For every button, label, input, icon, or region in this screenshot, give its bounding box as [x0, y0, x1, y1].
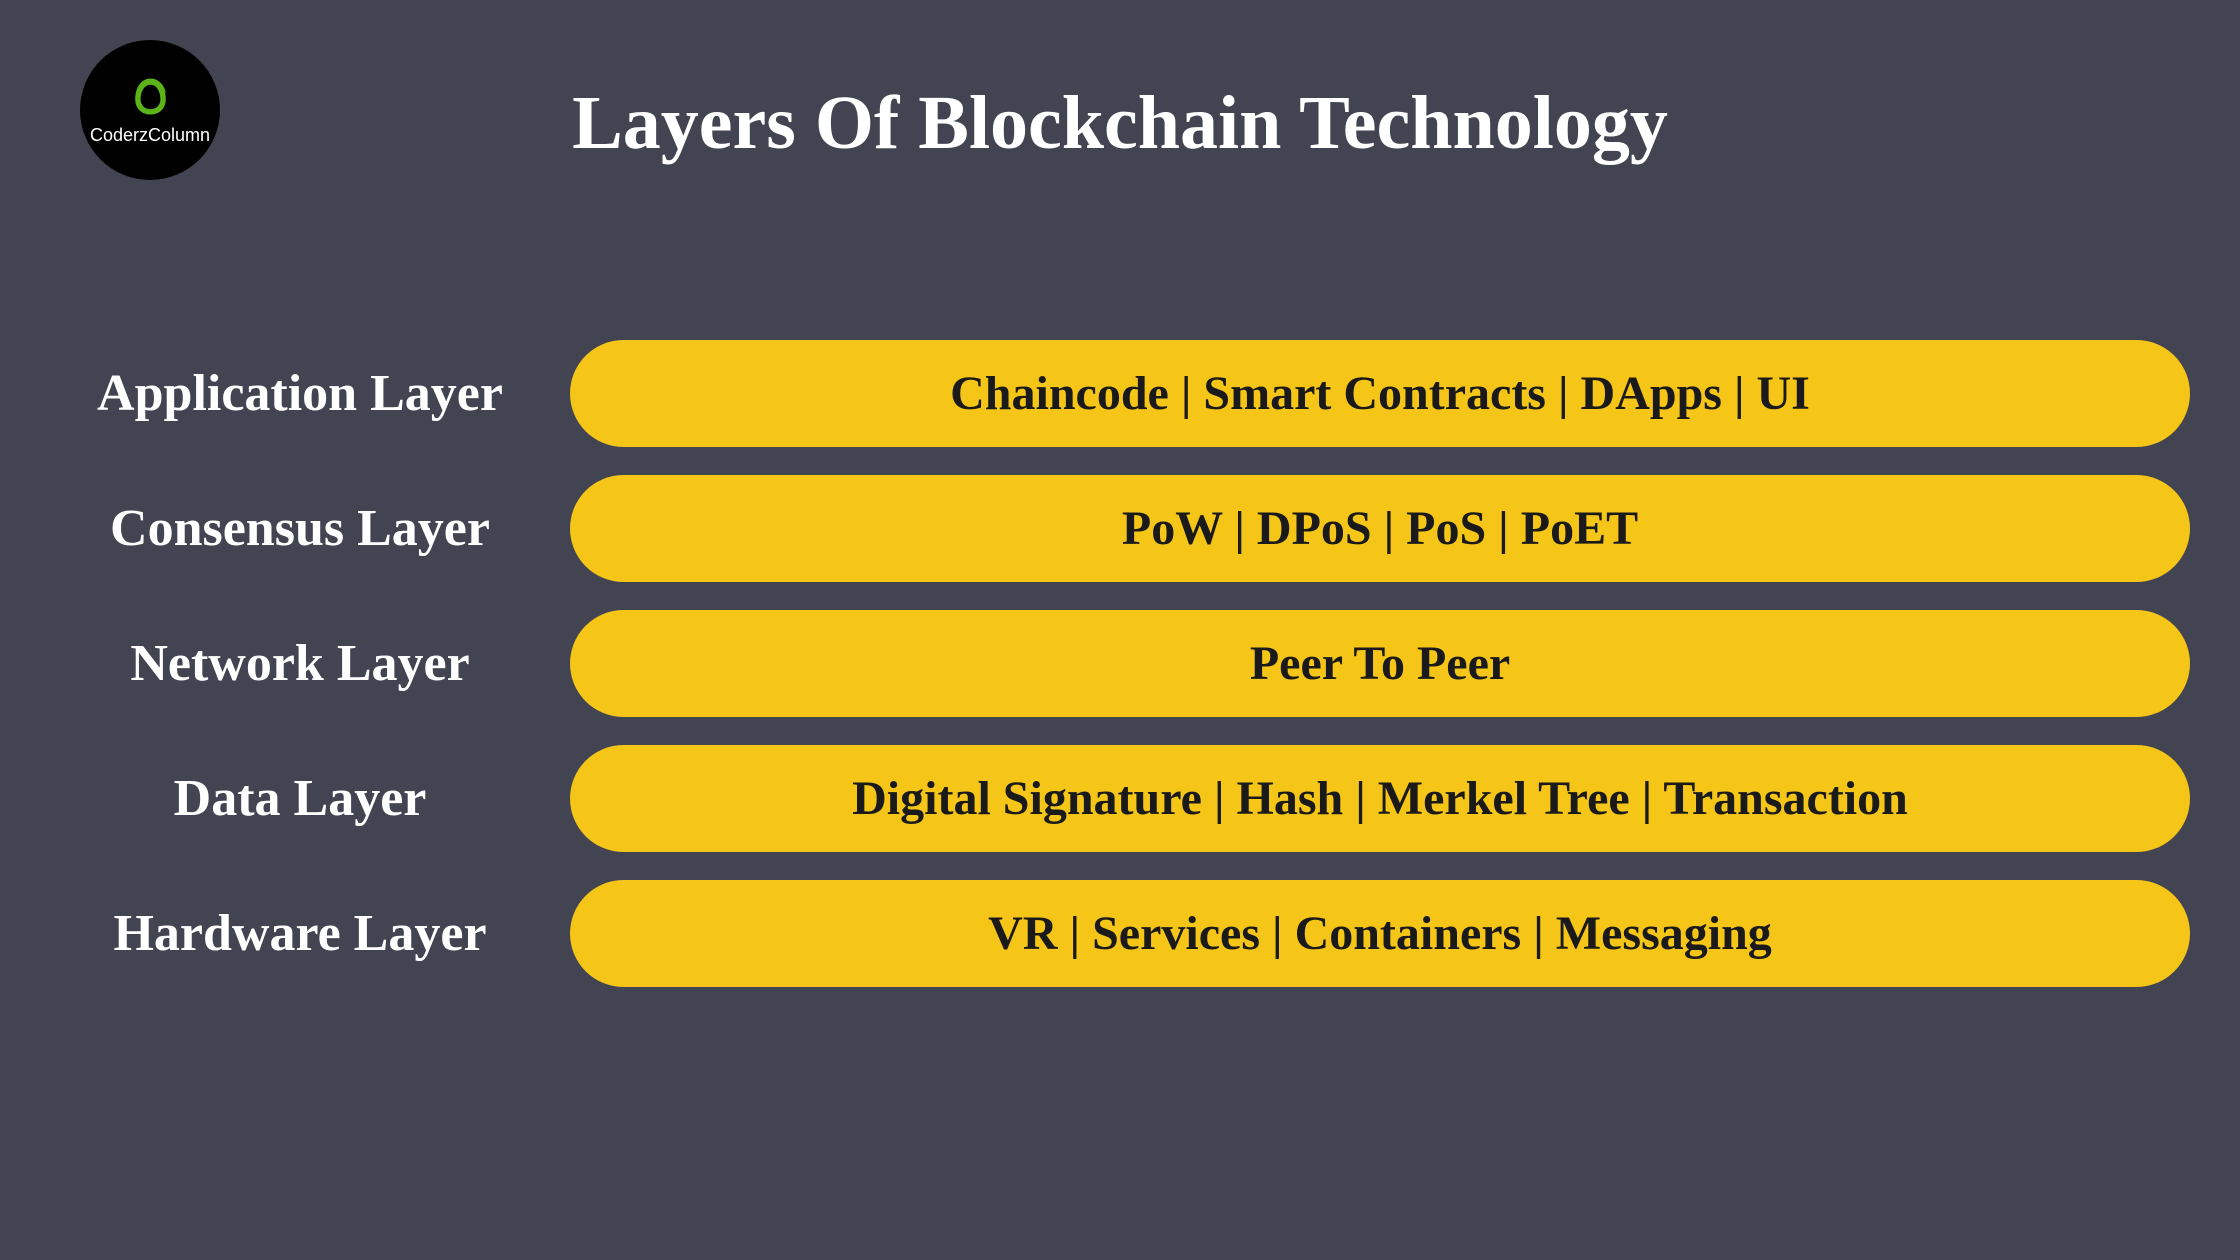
page-title: Layers Of Blockchain Technology: [572, 80, 1668, 167]
layer-row: Application Layer Chaincode | Smart Cont…: [50, 340, 2190, 447]
layer-label-data: Data Layer: [50, 769, 570, 828]
leaf-icon: [128, 74, 173, 119]
layer-pill-hardware: VR | Services | Containers | Messaging: [570, 880, 2190, 987]
layer-pill-application: Chaincode | Smart Contracts | DApps | UI: [570, 340, 2190, 447]
layer-pill-consensus: PoW | DPoS | PoS | PoET: [570, 475, 2190, 582]
layer-label-consensus: Consensus Layer: [50, 499, 570, 558]
layer-row: Data Layer Digital Signature | Hash | Me…: [50, 745, 2190, 852]
layer-row: Hardware Layer VR | Services | Container…: [50, 880, 2190, 987]
layer-pill-network: Peer To Peer: [570, 610, 2190, 717]
layer-label-hardware: Hardware Layer: [50, 904, 570, 963]
layer-row: Network Layer Peer To Peer: [50, 610, 2190, 717]
layers-container: Application Layer Chaincode | Smart Cont…: [0, 340, 2240, 1015]
layer-label-application: Application Layer: [50, 364, 570, 423]
brand-name: CoderzColumn: [90, 125, 210, 146]
layer-row: Consensus Layer PoW | DPoS | PoS | PoET: [50, 475, 2190, 582]
layer-pill-data: Digital Signature | Hash | Merkel Tree |…: [570, 745, 2190, 852]
layer-label-network: Network Layer: [50, 634, 570, 693]
brand-logo: CoderzColumn: [80, 40, 220, 180]
